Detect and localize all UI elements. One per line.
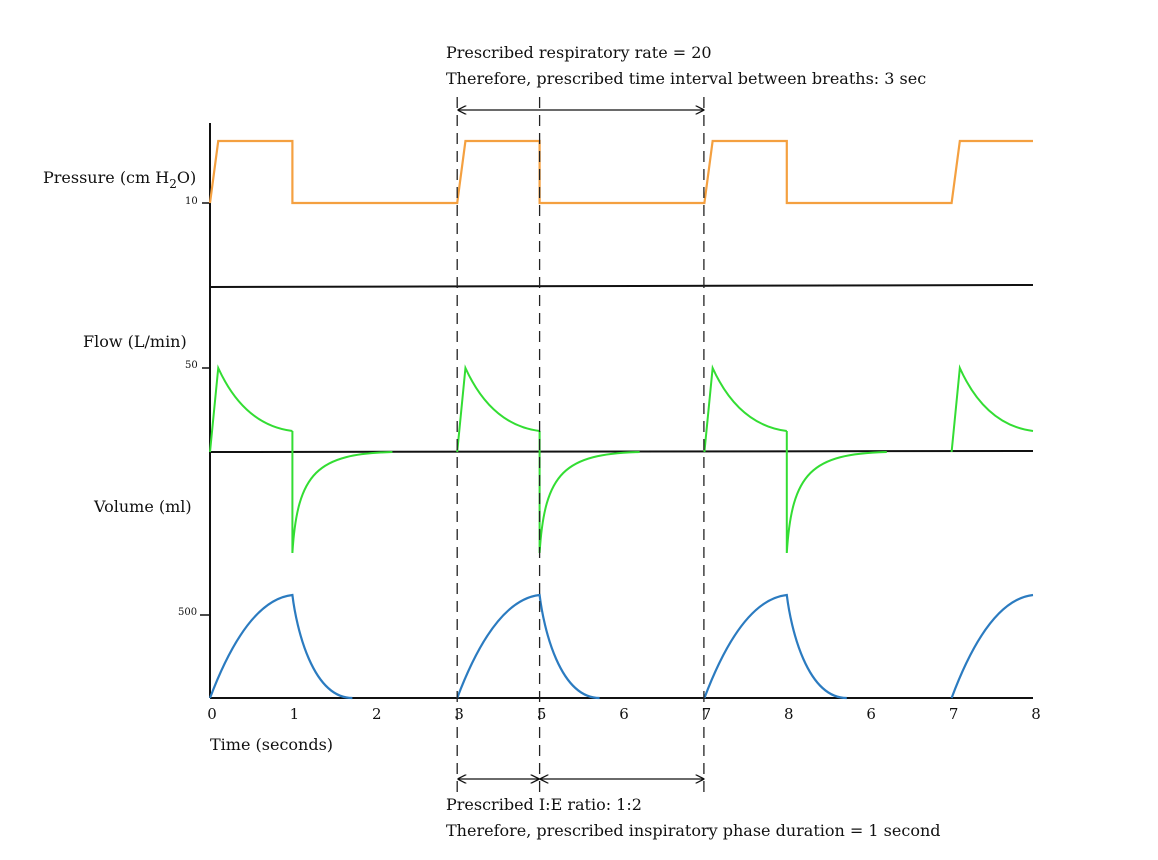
flow-insp-4 [950, 364, 1034, 453]
flow-insp-2 [456, 364, 540, 453]
pressure-label-main: Pressure (cm H [43, 168, 169, 187]
flow-panel-label: Flow (L/min) [83, 332, 187, 351]
x-tick-label-2: 1 [290, 705, 300, 723]
x-tick-label-6: 6 [619, 705, 629, 723]
x-tick-label-5: 5 [537, 705, 547, 723]
flow-insp-3 [703, 364, 787, 453]
ie-annotation-line1: Prescribed I:E ratio: 1:2 [446, 795, 642, 814]
x-tick-label-3: 2 [372, 705, 382, 723]
volume-breath-2 [456, 593, 600, 700]
phase-markers [456, 97, 705, 792]
x-tick-label-10: 7 [949, 705, 959, 723]
volume-panel-label: Volume (ml) [93, 497, 192, 516]
x-tick-label-11: 8 [1031, 705, 1041, 723]
volume-ytick-label: 500 [178, 607, 197, 618]
chart-axes [200, 123, 1034, 699]
chart-series [208, 139, 1034, 700]
x-tick-labels: 0 1 2 3 5 6 7 8 6 7 8 [207, 705, 1041, 723]
pressure-series [208, 139, 1033, 205]
pressure-ytick-label: 10 [185, 196, 198, 207]
rate-annotation-line1: Prescribed respiratory rate = 20 [446, 43, 712, 62]
flow-insp-1 [209, 364, 293, 453]
volume-breath-3 [703, 593, 847, 700]
x-tick-label-8: 8 [784, 705, 794, 723]
flow-exp-1 [291, 431, 393, 554]
volume-breath-1 [208, 593, 353, 700]
x-tick-label-9: 6 [866, 705, 876, 723]
x-axis-title: Time (seconds) [210, 735, 333, 754]
pressure-label-end: O) [177, 168, 196, 187]
rate-annotation-line2: Therefore, prescribed time interval betw… [446, 69, 926, 88]
x-tick-label-4: 3 [454, 705, 464, 723]
flow-exp-2 [538, 431, 640, 554]
volume-breath-4 [950, 593, 1034, 699]
x-tick-label-7: 7 [702, 705, 712, 723]
x-tick-label-1: 0 [207, 705, 217, 723]
flow-zero-line [209, 450, 1034, 453]
flow-exp-3 [785, 431, 887, 554]
pressure-label-subscript: 2 [169, 177, 177, 191]
ie-annotation-line2: Therefore, prescribed inspiratory phase … [446, 821, 941, 840]
pressure-panel-label: Pressure (cm H2O) [43, 168, 196, 191]
flow-ytick-label: 50 [185, 360, 198, 371]
pressure-baseline [209, 284, 1034, 288]
